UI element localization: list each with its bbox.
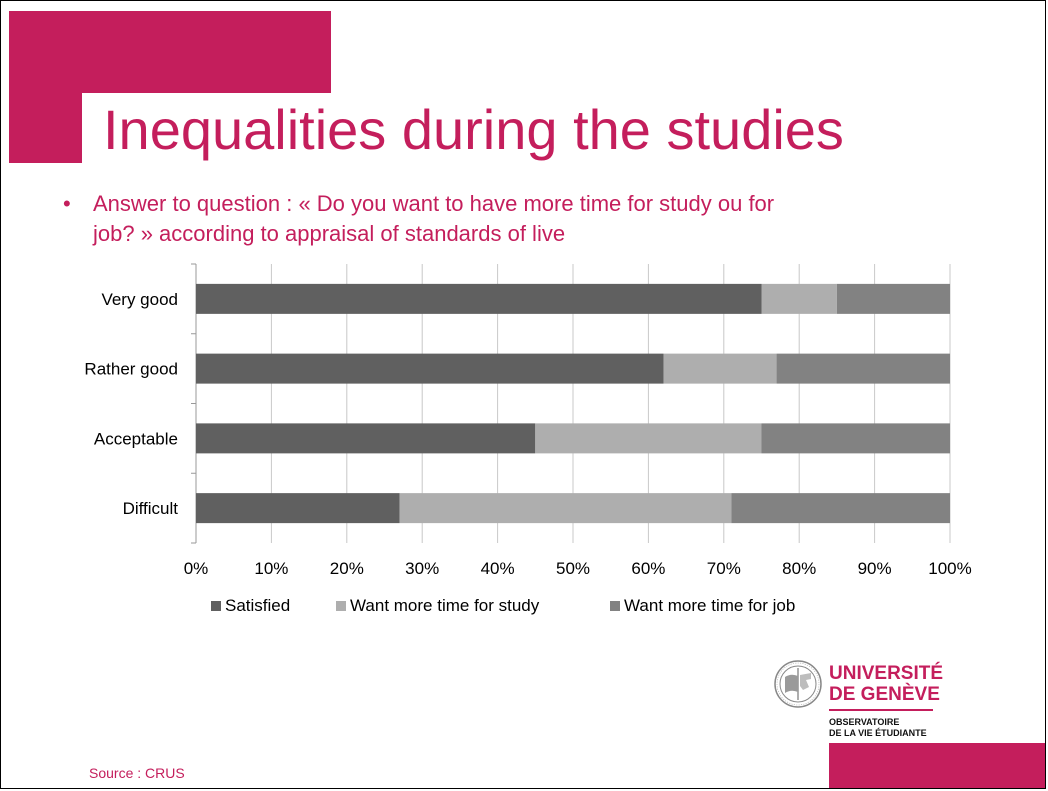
bar-segment xyxy=(836,283,950,314)
bar-segment xyxy=(535,423,762,454)
legend-label: Want more time for study xyxy=(350,596,540,615)
bar-segment xyxy=(399,493,732,524)
bar-segment xyxy=(761,423,950,454)
logo-rule xyxy=(829,709,933,711)
x-tick-label: 90% xyxy=(858,559,892,578)
bar-segment xyxy=(776,353,950,384)
slide-title: Inequalities during the studies xyxy=(103,98,844,161)
logo-name-line-1: UNIVERSITÉ xyxy=(829,663,944,684)
stacked-bar-chart: 0% 10% 20% 30% 40% 50% 60% 70% 80% 90% 100% Very go… xyxy=(84,263,972,615)
bullet-marker: • xyxy=(63,191,71,216)
bullet-line-2: job? » according to appraisal of standar… xyxy=(93,221,566,246)
x-tick-label: 70% xyxy=(707,559,741,578)
bar-segment xyxy=(663,353,777,384)
seal-icon xyxy=(774,660,822,708)
x-tick-label: 20% xyxy=(330,559,364,578)
category-label: Very good xyxy=(101,290,178,309)
legend-swatch xyxy=(211,601,221,611)
university-logo: UNIVERSITÉ DE GENÈVE OBSERVATOIRE DE LA … xyxy=(773,657,953,747)
legend-label: Want more time for job xyxy=(624,596,795,615)
x-tick-label: 60% xyxy=(631,559,665,578)
logo-sub-line-1: OBSERVATOIRE xyxy=(829,717,900,727)
bullet-text: Answer to question : « Do you want to ha… xyxy=(93,189,973,249)
bullet-line-1: Answer to question : « Do you want to ha… xyxy=(93,191,775,216)
bar-segment xyxy=(761,283,837,314)
logo-sub-line-2: DE LA VIE ÉTUDIANTE xyxy=(829,728,927,738)
bar-segment xyxy=(731,493,950,524)
logo-name-line-2: DE GENÈVE xyxy=(829,684,940,705)
category-label: Rather good xyxy=(84,360,178,379)
accent-block-left xyxy=(9,11,82,163)
x-tick-label: 0% xyxy=(184,559,209,578)
category-label: Acceptable xyxy=(94,429,178,448)
bar-segment xyxy=(196,283,762,314)
bar-segment xyxy=(196,423,536,454)
x-tick-label: 80% xyxy=(782,559,816,578)
accent-block-bottom xyxy=(829,743,1045,788)
x-tick-label: 40% xyxy=(481,559,515,578)
x-tick-label: 100% xyxy=(928,559,971,578)
bar-segment xyxy=(196,493,400,524)
bar-segment xyxy=(196,353,664,384)
x-tick-label: 50% xyxy=(556,559,590,578)
x-tick-label: 30% xyxy=(405,559,439,578)
legend-swatch xyxy=(336,601,346,611)
legend-label: Satisfied xyxy=(225,596,290,615)
source-note: Source : CRUS xyxy=(89,765,185,781)
category-label: Difficult xyxy=(123,499,179,518)
legend-swatch xyxy=(610,601,620,611)
x-tick-label: 10% xyxy=(254,559,288,578)
